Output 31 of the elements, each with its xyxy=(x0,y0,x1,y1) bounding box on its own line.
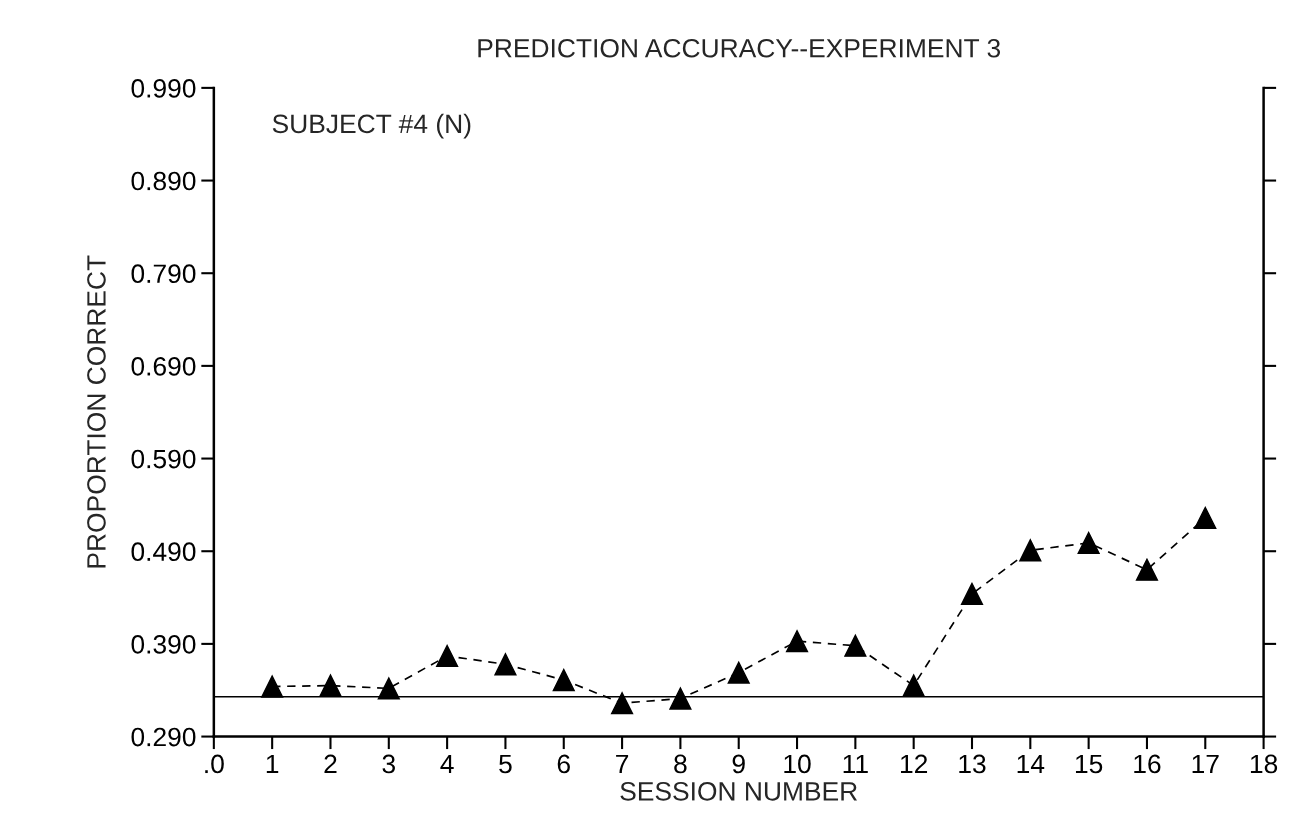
x-tick-label: 5 xyxy=(499,754,512,774)
x-tick-label: 6 xyxy=(557,754,570,774)
x-tick-label: 10 xyxy=(784,754,811,774)
x-tick-label: 9 xyxy=(732,754,745,774)
y-tick-label: 0.790 xyxy=(131,264,196,284)
y-tick-label: 0.990 xyxy=(131,79,196,98)
x-tick-label: 4 xyxy=(440,754,454,774)
x-tick-label: 3 xyxy=(382,754,395,774)
x-axis-title: SESSION NUMBER xyxy=(620,782,857,801)
x-tick-label: 16 xyxy=(1134,754,1161,774)
y-tick-label: 0.290 xyxy=(131,727,196,747)
x-tick-label: 2 xyxy=(324,754,337,774)
x-tick-label: 12 xyxy=(901,754,928,774)
x-tick-label: 7 xyxy=(616,754,629,774)
x-tick-label: 18 xyxy=(1250,754,1278,774)
chart-title: PREDICTION ACCURACY--EXPERIMENT 3 xyxy=(478,38,1001,58)
y-tick-label: 0.590 xyxy=(131,449,196,469)
x-tick-label: 14 xyxy=(1017,754,1045,774)
x-tick-label: 8 xyxy=(674,754,687,774)
y-tick-label: 0.390 xyxy=(131,635,196,654)
x-tick-label: 15 xyxy=(1075,754,1103,774)
x-tick-label: .0 xyxy=(205,754,224,774)
y-axis-title: PROPORTION CORRECT xyxy=(87,255,106,568)
y-tick-label: 0.890 xyxy=(131,171,196,191)
x-tick-label: 1 xyxy=(266,754,279,774)
annotation: SUBJECT #4 (N) xyxy=(272,113,471,139)
x-tick-label: 17 xyxy=(1192,754,1219,774)
x-tick-label: 11 xyxy=(843,754,868,774)
y-tick-label: 0.490 xyxy=(131,542,196,562)
x-tick-label: 13 xyxy=(959,754,986,774)
y-tick-label: 0.690 xyxy=(131,357,196,376)
